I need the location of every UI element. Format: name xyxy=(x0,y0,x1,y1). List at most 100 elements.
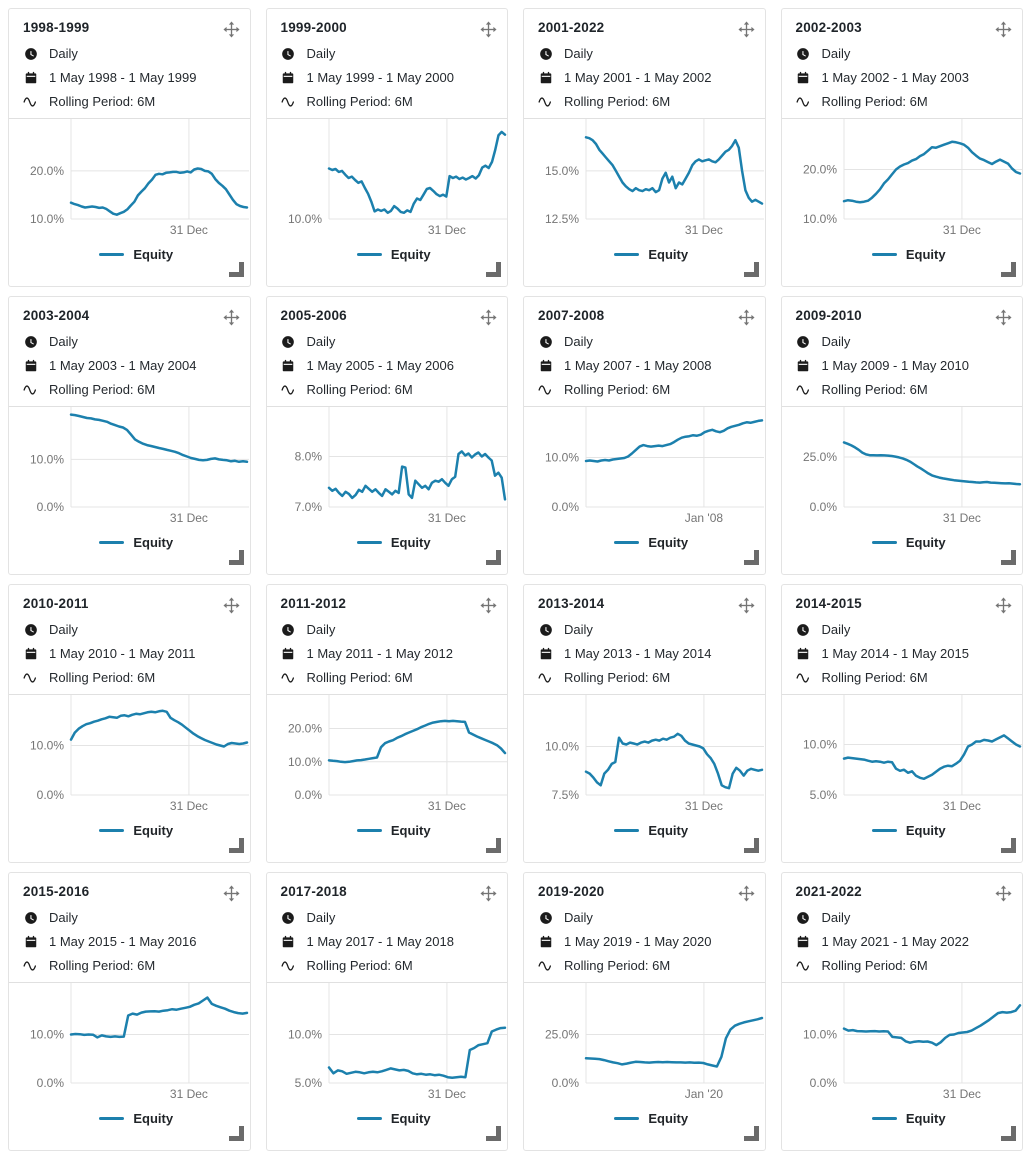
arrows-move-icon[interactable] xyxy=(737,309,755,326)
arrows-move-icon[interactable] xyxy=(222,885,240,902)
y-axis-tick-label: 0.0% xyxy=(294,788,322,802)
legend[interactable]: Equity xyxy=(782,245,1023,263)
legend-line-swatch xyxy=(356,828,382,832)
y-axis-tick-label: 20.0% xyxy=(30,164,64,178)
chart-area: 15.0% 12.5% 31 Dec Equity xyxy=(524,119,765,263)
legend[interactable]: Equity xyxy=(9,1109,250,1127)
arrows-move-icon[interactable] xyxy=(480,885,497,902)
resize-corner-icon[interactable] xyxy=(1001,838,1016,853)
chart-card: 2001-2022 xyxy=(523,8,766,287)
rolling-period-label: Rolling Period: 6M xyxy=(564,382,671,397)
x-axis-label: Jan '08 xyxy=(685,511,724,525)
resize-corner-icon[interactable] xyxy=(1001,550,1016,565)
chart-canvas: 10.0% 31 Dec xyxy=(287,119,507,237)
rolling-period-row: Rolling Period: 6M xyxy=(795,670,1013,685)
rolling-period-row: Rolling Period: 6M xyxy=(23,670,240,685)
y-axis-tick-label: 20.0% xyxy=(287,722,321,736)
date-range-label: 1 May 2021 - 1 May 2022 xyxy=(821,934,969,949)
arrows-move-icon[interactable] xyxy=(995,885,1012,902)
resize-corner-icon[interactable] xyxy=(228,838,244,853)
rolling-period-label: Rolling Period: 6M xyxy=(564,958,671,973)
resize-corner-icon[interactable] xyxy=(228,1126,244,1141)
legend[interactable]: Equity xyxy=(267,1109,508,1127)
rolling-period-label: Rolling Period: 6M xyxy=(306,958,413,973)
arrows-move-icon[interactable] xyxy=(222,597,240,614)
arrows-move-icon[interactable] xyxy=(737,597,755,614)
card-title: 2009-2010 xyxy=(795,308,862,323)
clock-icon xyxy=(23,622,38,637)
resize-corner-icon[interactable] xyxy=(1001,262,1016,277)
arrows-move-icon[interactable] xyxy=(222,21,240,38)
chart-canvas: 10.0% 0.0% 31 Dec xyxy=(30,407,249,525)
sine-wave-icon xyxy=(23,958,38,973)
sine-wave-icon xyxy=(795,94,811,109)
chart-area: 25.0% 0.0% 31 Dec Equity xyxy=(782,407,1023,551)
date-range-label: 1 May 2009 - 1 May 2010 xyxy=(821,358,969,373)
arrows-move-icon[interactable] xyxy=(480,21,497,38)
legend[interactable]: Equity xyxy=(267,245,508,263)
legend[interactable]: Equity xyxy=(9,821,250,839)
resize-corner-icon[interactable] xyxy=(743,262,759,277)
resize-corner-icon[interactable] xyxy=(743,1126,759,1141)
resize-corner-icon[interactable] xyxy=(486,1126,501,1141)
clock-icon xyxy=(281,334,296,349)
card-header: 2017-2018 xyxy=(267,873,508,973)
rolling-period-label: Rolling Period: 6M xyxy=(821,382,928,397)
x-axis-label: 31 Dec xyxy=(427,223,465,237)
clock-icon xyxy=(281,46,296,61)
clock-icon xyxy=(281,910,296,925)
legend[interactable]: Equity xyxy=(524,245,765,263)
resize-corner-icon[interactable] xyxy=(486,550,501,565)
y-axis-tick-label: 7.5% xyxy=(552,788,580,802)
legend[interactable]: Equity xyxy=(9,245,250,263)
legend[interactable]: Equity xyxy=(9,533,250,551)
resize-corner-icon[interactable] xyxy=(486,262,501,277)
arrows-move-icon[interactable] xyxy=(995,597,1012,614)
calendar-icon xyxy=(281,358,296,373)
resize-corner-icon[interactable] xyxy=(743,550,759,565)
legend[interactable]: Equity xyxy=(524,821,765,839)
card-header: 2014-2015 xyxy=(782,585,1023,685)
arrows-move-icon[interactable] xyxy=(480,309,497,326)
arrows-move-icon[interactable] xyxy=(737,885,755,902)
arrows-move-icon[interactable] xyxy=(480,597,497,614)
arrows-move-icon[interactable] xyxy=(222,309,240,326)
legend[interactable]: Equity xyxy=(524,1109,765,1127)
resize-corner-icon[interactable] xyxy=(743,838,759,853)
arrows-move-icon[interactable] xyxy=(737,21,755,38)
resize-corner-icon[interactable] xyxy=(228,550,244,565)
legend-label: Equity xyxy=(390,534,431,550)
date-range-row: 1 May 2005 - 1 May 2006 xyxy=(281,358,498,373)
frequency-label: Daily xyxy=(564,622,593,637)
x-axis-label: 31 Dec xyxy=(170,511,208,525)
legend[interactable]: Equity xyxy=(782,533,1023,551)
card-title: 2007-2008 xyxy=(538,308,605,323)
legend-label: Equity xyxy=(390,246,431,262)
resize-corner-icon[interactable] xyxy=(228,262,244,277)
frequency-label: Daily xyxy=(821,622,851,637)
resize-corner-icon[interactable] xyxy=(1001,1126,1016,1141)
legend[interactable]: Equity xyxy=(782,1109,1023,1127)
chart-card: 2014-2015 xyxy=(780,584,1023,863)
resize-corner-icon[interactable] xyxy=(486,838,501,853)
legend[interactable]: Equity xyxy=(524,533,765,551)
chart-canvas: 20.0% 10.0% 31 Dec xyxy=(30,119,249,237)
y-axis-tick-label: 25.0% xyxy=(545,1027,579,1041)
legend[interactable]: Equity xyxy=(267,533,508,551)
chart-card: 2021-2022 xyxy=(780,872,1023,1151)
legend[interactable]: Equity xyxy=(782,821,1023,839)
arrows-move-icon[interactable] xyxy=(995,309,1012,326)
frequency-row: Daily xyxy=(796,46,1013,61)
legend[interactable]: Equity xyxy=(267,821,508,839)
arrows-move-icon[interactable] xyxy=(995,21,1012,38)
date-range-label: 1 May 2013 - 1 May 2014 xyxy=(564,646,712,661)
clock-icon xyxy=(796,334,811,349)
legend-line-swatch xyxy=(871,828,897,832)
date-range-row: 1 May 2002 - 1 May 2003 xyxy=(796,70,1013,85)
card-header: 2011-2012 xyxy=(267,585,508,685)
chart-area: 10.0% 0.0% Jan '08 Equity xyxy=(524,407,765,551)
card-header: 2015-2016 xyxy=(9,873,250,973)
header-divider xyxy=(524,118,765,119)
equity-line-series xyxy=(584,419,764,463)
chart-card: 2003-2004 xyxy=(8,296,251,575)
